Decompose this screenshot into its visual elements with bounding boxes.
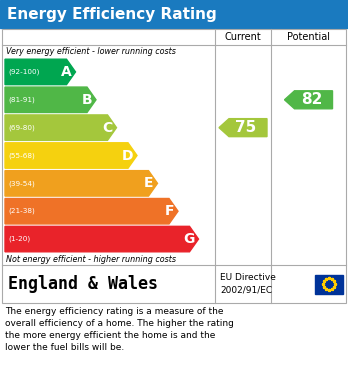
Polygon shape bbox=[5, 226, 198, 252]
Text: (81-91): (81-91) bbox=[8, 97, 35, 103]
Bar bbox=[315, 274, 343, 294]
Polygon shape bbox=[285, 91, 332, 109]
Polygon shape bbox=[5, 115, 117, 140]
Text: B: B bbox=[81, 93, 92, 107]
Polygon shape bbox=[5, 59, 76, 85]
Text: Current: Current bbox=[224, 32, 261, 42]
Text: 75: 75 bbox=[235, 120, 256, 135]
Text: Not energy efficient - higher running costs: Not energy efficient - higher running co… bbox=[6, 255, 176, 264]
Text: (1-20): (1-20) bbox=[8, 236, 30, 242]
Text: E: E bbox=[144, 176, 153, 190]
Polygon shape bbox=[5, 143, 137, 168]
Text: A: A bbox=[61, 65, 71, 79]
Polygon shape bbox=[5, 199, 178, 224]
Text: Energy Efficiency Rating: Energy Efficiency Rating bbox=[7, 7, 217, 22]
Text: Potential: Potential bbox=[287, 32, 330, 42]
Bar bbox=[2, 29, 346, 303]
Text: (55-68): (55-68) bbox=[8, 152, 35, 159]
Text: (21-38): (21-38) bbox=[8, 208, 35, 215]
Text: England & Wales: England & Wales bbox=[8, 275, 158, 293]
Text: The energy efficiency rating is a measure of the
overall efficiency of a home. T: The energy efficiency rating is a measur… bbox=[5, 307, 234, 352]
Polygon shape bbox=[5, 87, 96, 113]
Text: (92-100): (92-100) bbox=[8, 69, 39, 75]
Bar bbox=[0, 0, 348, 28]
Text: EU Directive
2002/91/EC: EU Directive 2002/91/EC bbox=[220, 273, 276, 295]
Text: C: C bbox=[102, 121, 112, 135]
Polygon shape bbox=[5, 170, 158, 196]
Text: 82: 82 bbox=[301, 92, 322, 107]
Text: Very energy efficient - lower running costs: Very energy efficient - lower running co… bbox=[6, 47, 176, 56]
Text: G: G bbox=[183, 232, 195, 246]
Text: (39-54): (39-54) bbox=[8, 180, 35, 187]
Polygon shape bbox=[219, 118, 267, 136]
Text: F: F bbox=[165, 204, 174, 218]
Text: (69-80): (69-80) bbox=[8, 124, 35, 131]
Text: D: D bbox=[121, 149, 133, 163]
